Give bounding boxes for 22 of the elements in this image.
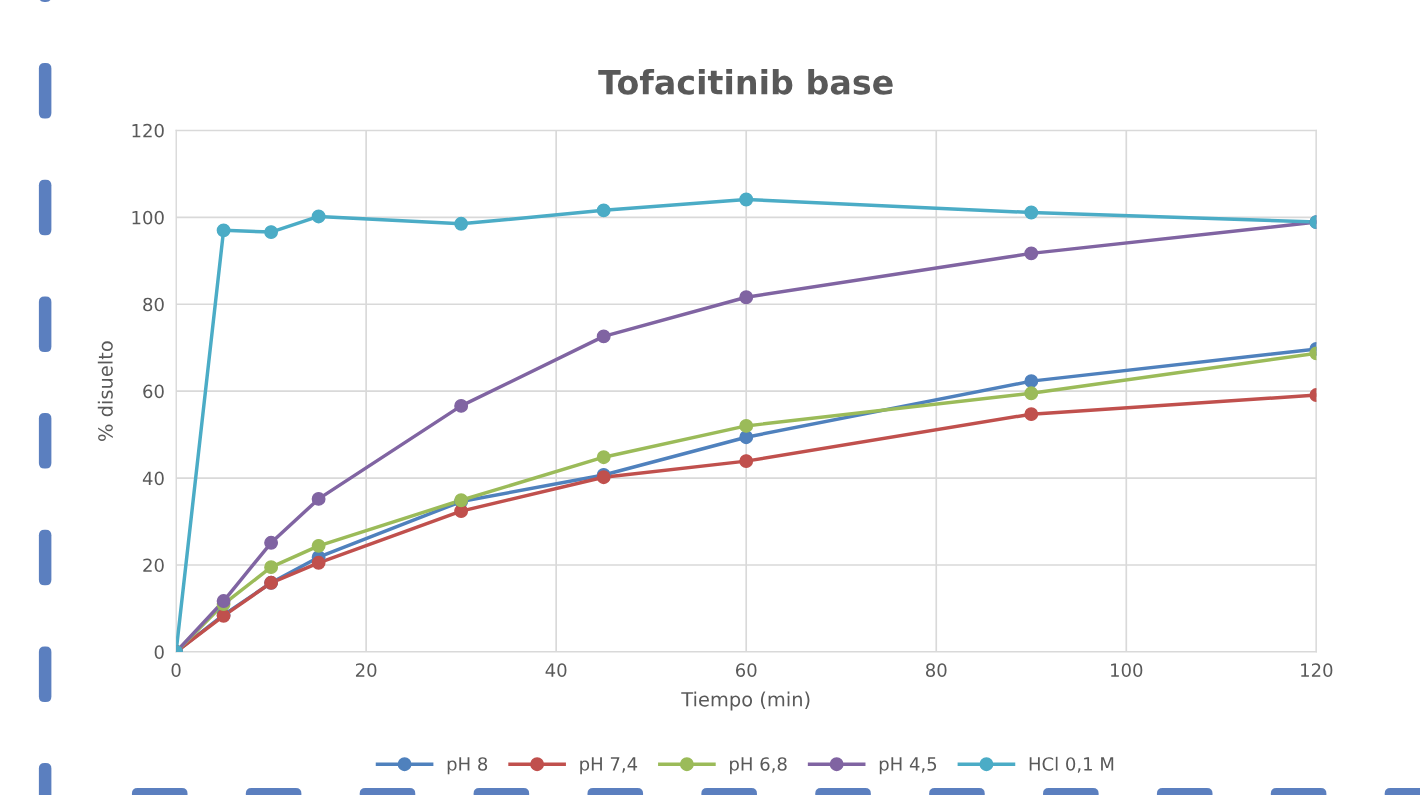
legend-label: pH 6,8: [730, 757, 787, 775]
legend-label: pH 8: [447, 757, 488, 775]
legend-label: pH 4,5: [879, 757, 937, 775]
x-tick-label: 80: [925, 663, 947, 677]
x-tick-label: 40: [545, 663, 567, 677]
legend-label: HCl 0,1 M: [1029, 756, 1114, 773]
y-tick-label: 0: [154, 645, 164, 660]
y-tick-label: 100: [132, 210, 164, 225]
y-axis-title: % disuelto: [97, 341, 113, 441]
chart-title: Tofacitinib base: [598, 68, 893, 95]
x-tick-label: 0: [171, 663, 181, 677]
x-tick-label: 20: [355, 663, 377, 677]
y-tick-label: 80: [143, 297, 164, 312]
x-axis-title: Tiempo (min): [681, 691, 810, 711]
x-tick-label: 120: [1301, 663, 1333, 677]
x-tick-label: 60: [735, 663, 757, 677]
y-tick-label: 120: [132, 123, 164, 138]
y-tick-label: 20: [143, 558, 164, 573]
y-tick-label: 40: [142, 471, 164, 486]
y-tick-label: 60: [143, 384, 164, 399]
legend-label: pH 7,4: [580, 757, 638, 775]
x-tick-label: 100: [1111, 663, 1143, 677]
